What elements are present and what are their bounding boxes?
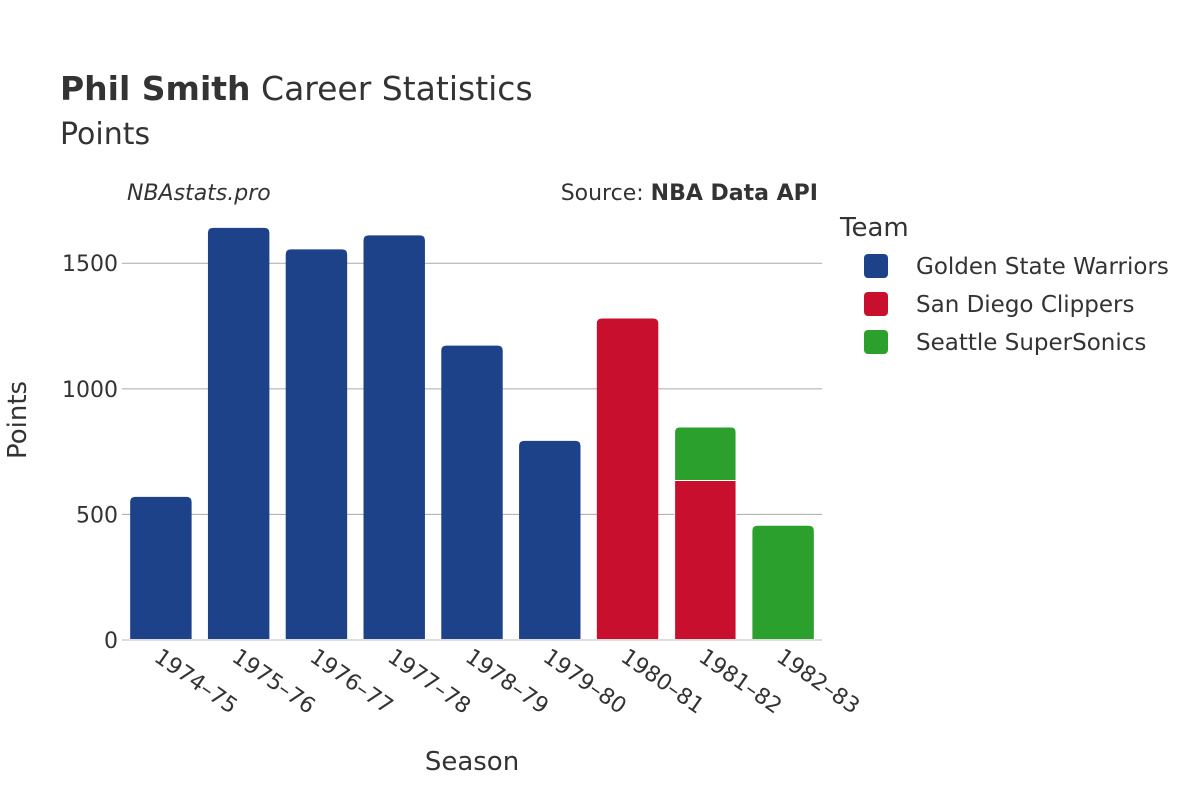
y-axis-label: Points (3, 381, 33, 459)
bar-san-diego-clippers (674, 480, 737, 641)
y-tick-label: 1000 (62, 378, 118, 403)
legend: Team Golden State Warriors San Diego Clip… (839, 213, 1169, 356)
legend-label: Seattle SuperSonics (916, 330, 1146, 356)
bar-seattle-supersonics (752, 525, 814, 640)
x-tick-label: 1980–81 (616, 644, 708, 719)
y-tick-labels: 0 500 1000 1500 (62, 252, 118, 654)
source-prefix: Source: (561, 181, 651, 206)
bar-san-diego-clippers (596, 318, 659, 640)
legend-swatch (864, 292, 888, 316)
bar-golden-state-warriors (207, 227, 270, 641)
legend-swatch (864, 330, 888, 354)
bar-golden-state-warriors (285, 249, 348, 640)
x-tick-label: 1974–75 (149, 644, 241, 719)
chart-title: Phil Smith Career Statistics (60, 69, 533, 108)
chart-title-rest: Career Statistics (251, 69, 533, 108)
legend-title: Team (839, 213, 909, 243)
bar-golden-state-warriors (130, 496, 192, 640)
x-tick-label: 1977–78 (383, 644, 475, 719)
x-tick-label: 1979–80 (538, 644, 630, 719)
y-tick-label: 0 (104, 629, 118, 654)
source-label: Source: NBA Data API (561, 181, 818, 206)
bar-golden-state-warriors (441, 345, 503, 640)
chart-subtitle: Points (60, 117, 150, 152)
x-axis-label: Season (425, 747, 519, 777)
bar-golden-state-warriors (363, 235, 425, 640)
x-tick-label: 1978–79 (461, 644, 553, 719)
chart-title-bold: Phil Smith (60, 69, 251, 108)
legend-swatch (864, 254, 888, 278)
watermark: NBAstats.pro (127, 181, 271, 206)
bar-seattle-supersonics (674, 426, 737, 482)
y-tick-label: 1500 (62, 252, 118, 277)
source-name: NBA Data API (651, 181, 818, 206)
legend-label: Golden State Warriors (916, 254, 1169, 280)
bar-golden-state-warriors (519, 440, 581, 640)
legend-label: San Diego Clippers (916, 292, 1134, 318)
y-tick-label: 500 (76, 503, 118, 528)
x-tick-label: 1981–82 (694, 644, 786, 719)
x-tick-label: 1982–83 (772, 644, 864, 719)
x-tick-label: 1976–77 (305, 644, 397, 719)
x-tick-label: 1975–76 (227, 644, 319, 719)
bars (130, 227, 814, 641)
x-tick-labels: 1974–751975–761976–771977–781978–791979–… (149, 644, 863, 719)
